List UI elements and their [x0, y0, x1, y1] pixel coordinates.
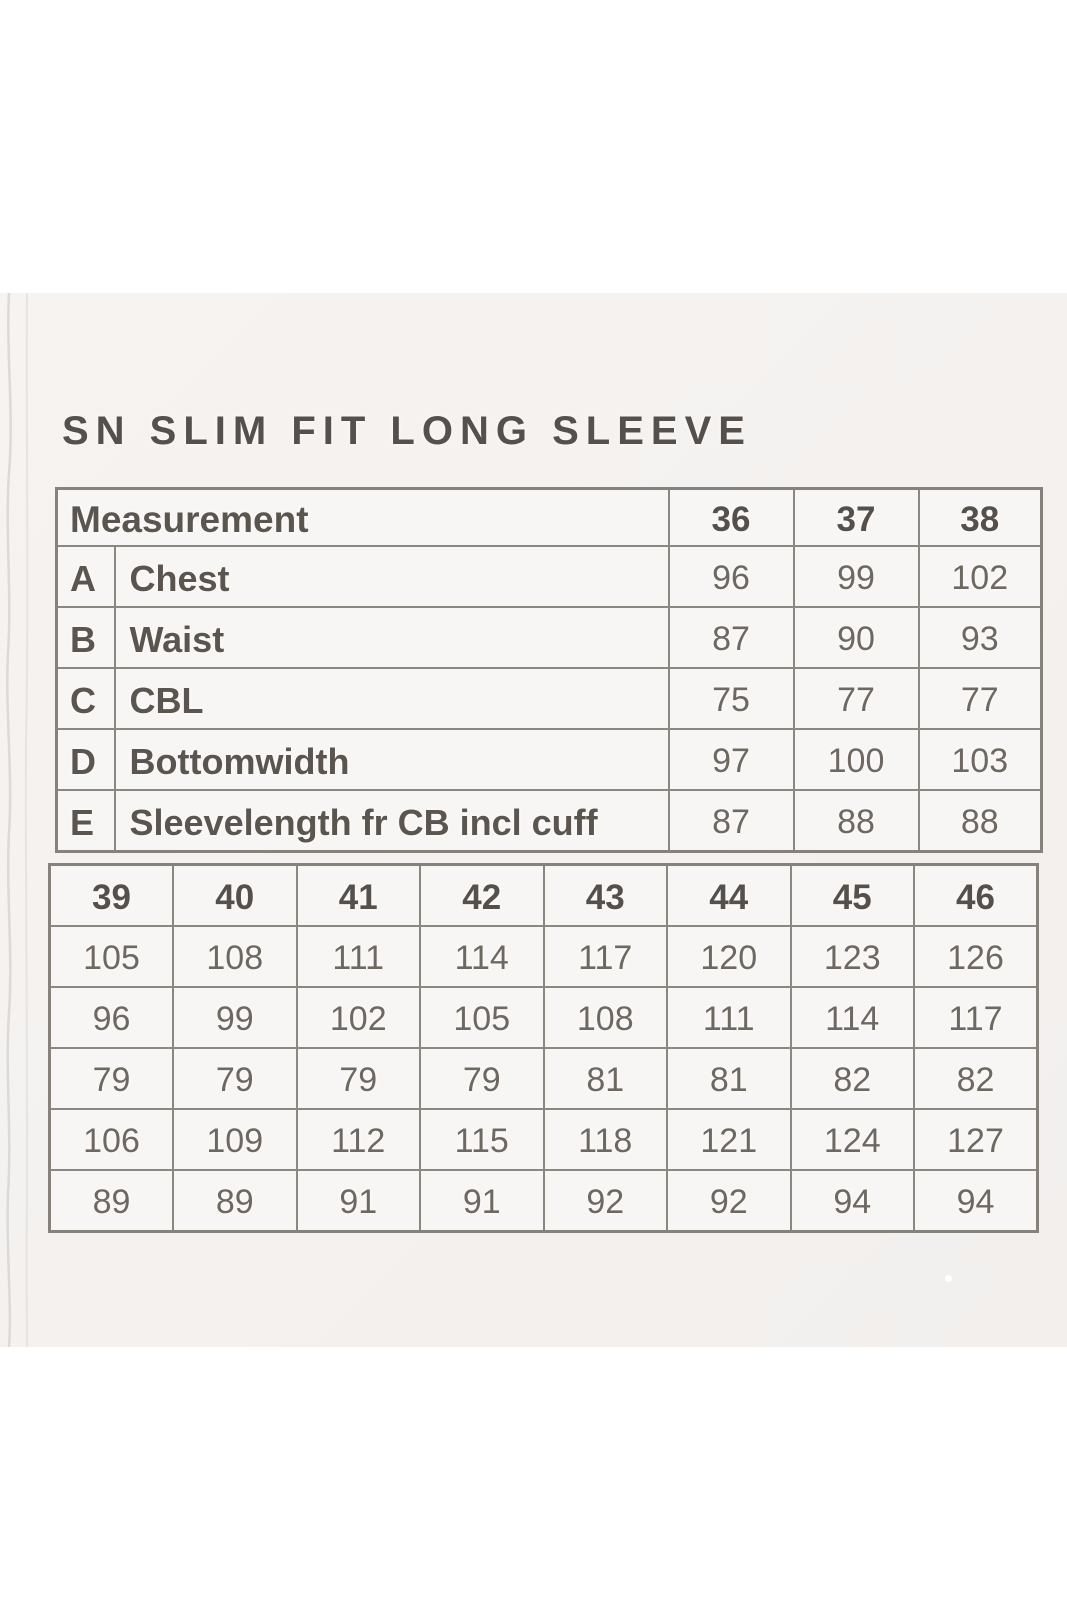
cell-value: 94	[913, 1169, 1039, 1233]
table-header-row: 39 40 41 42 43 44 45 46	[48, 863, 1039, 927]
row-label: Sleevelength fr CB incl cuff	[113, 789, 670, 853]
cell-value: 93	[917, 606, 1043, 669]
paper-edge	[6, 293, 29, 1347]
cell-value: 120	[666, 925, 792, 988]
cell-value: 123	[789, 925, 915, 988]
cell-value: 118	[542, 1108, 668, 1171]
size-col-header: 39	[48, 863, 174, 927]
cell-value: 79	[419, 1047, 545, 1110]
cell-value: 89	[48, 1169, 174, 1233]
table-row: A Chest 96 99 102	[55, 545, 1043, 608]
cell-value: 81	[666, 1047, 792, 1110]
cell-value: 91	[419, 1169, 545, 1233]
cell-value: 102	[917, 545, 1043, 608]
white-speck	[945, 1275, 952, 1282]
cell-value: 117	[913, 986, 1039, 1049]
table-row: 89 89 91 91 92 92 94 94	[48, 1169, 1039, 1233]
row-label: Chest	[113, 545, 670, 608]
cell-value: 99	[172, 986, 298, 1049]
table-row: B Waist 87 90 93	[55, 606, 1043, 669]
table-header-row: Measurement 36 37 38	[55, 487, 1043, 547]
cell-value: 121	[666, 1108, 792, 1171]
cell-value: 88	[917, 789, 1043, 853]
measurement-table-lower-body: 39 40 41 42 43 44 45 46 105 108 111 114 117 120 123 126…	[48, 863, 1039, 1233]
cell-value: 77	[917, 667, 1043, 730]
cell-value: 91	[295, 1169, 421, 1233]
chart-title: SN SLIM FIT LONG SLEEVE	[62, 409, 752, 453]
row-letter: B	[55, 606, 116, 669]
size-col-header: 43	[542, 863, 668, 927]
table-row: 106 109 112 115 118 121 124 127	[48, 1108, 1039, 1171]
size-col-header: 46	[913, 863, 1039, 927]
row-letter: A	[55, 545, 116, 608]
cell-value: 97	[667, 728, 795, 791]
size-col-header: 45	[789, 863, 915, 927]
cell-value: 79	[295, 1047, 421, 1110]
cell-value: 108	[172, 925, 298, 988]
cell-value: 89	[172, 1169, 298, 1233]
cell-value: 109	[172, 1108, 298, 1171]
table-row: C CBL 75 77 77	[55, 667, 1043, 730]
table-row: E Sleevelength fr CB incl cuff 87 88 88	[55, 789, 1043, 853]
cell-value: 79	[172, 1047, 298, 1110]
size-col-header: 36	[667, 487, 795, 547]
size-col-header: 44	[666, 863, 792, 927]
cell-value: 103	[917, 728, 1043, 791]
cell-value: 75	[667, 667, 795, 730]
cell-value: 126	[913, 925, 1039, 988]
cell-value: 114	[419, 925, 545, 988]
table-row: D Bottomwidth 97 100 103	[55, 728, 1043, 791]
row-letter: D	[55, 728, 116, 791]
size-col-header: 38	[917, 487, 1043, 547]
cell-value: 96	[48, 986, 174, 1049]
cell-value: 114	[789, 986, 915, 1049]
cell-value: 108	[542, 986, 668, 1049]
size-col-header: 42	[419, 863, 545, 927]
table-row: 105 108 111 114 117 120 123 126	[48, 925, 1039, 988]
cell-value: 87	[667, 789, 795, 853]
cell-value: 100	[792, 728, 920, 791]
cell-value: 92	[666, 1169, 792, 1233]
cell-value: 88	[792, 789, 920, 853]
cell-value: 111	[295, 925, 421, 988]
size-col-header: 37	[792, 487, 920, 547]
row-label: Bottomwidth	[113, 728, 670, 791]
measurement-header: Measurement	[55, 487, 670, 547]
cell-value: 115	[419, 1108, 545, 1171]
cell-value: 77	[792, 667, 920, 730]
cell-value: 94	[789, 1169, 915, 1233]
cell-value: 124	[789, 1108, 915, 1171]
cell-value: 99	[792, 545, 920, 608]
cell-value: 112	[295, 1108, 421, 1171]
cell-value: 79	[48, 1047, 174, 1110]
cell-value: 87	[667, 606, 795, 669]
row-label: CBL	[113, 667, 670, 730]
table-row: 96 99 102 105 108 111 114 117	[48, 986, 1039, 1049]
size-col-header: 41	[295, 863, 421, 927]
measurement-table-upper-body: Measurement 36 37 38 A Chest 96 99 102 B Waist 87 90…	[55, 487, 1043, 853]
row-letter: E	[55, 789, 116, 853]
cell-value: 82	[789, 1047, 915, 1110]
cell-value: 117	[542, 925, 668, 988]
cell-value: 102	[295, 986, 421, 1049]
table-row: 79 79 79 79 81 81 82 82	[48, 1047, 1039, 1110]
row-letter: C	[55, 667, 116, 730]
row-label: Waist	[113, 606, 670, 669]
cell-value: 105	[48, 925, 174, 988]
cell-value: 111	[666, 986, 792, 1049]
cell-value: 82	[913, 1047, 1039, 1110]
measurement-table-lower: 39 40 41 42 43 44 45 46 105 108 111 114 117 120 123 126…	[48, 863, 1039, 1233]
cell-value: 106	[48, 1108, 174, 1171]
size-col-header: 40	[172, 863, 298, 927]
cell-value: 90	[792, 606, 920, 669]
cell-value: 96	[667, 545, 795, 608]
cell-value: 81	[542, 1047, 668, 1110]
cell-value: 127	[913, 1108, 1039, 1171]
measurement-table-upper: Measurement 36 37 38 A Chest 96 99 102 B Waist 87 90…	[55, 487, 1043, 853]
cell-value: 105	[419, 986, 545, 1049]
cell-value: 92	[542, 1169, 668, 1233]
